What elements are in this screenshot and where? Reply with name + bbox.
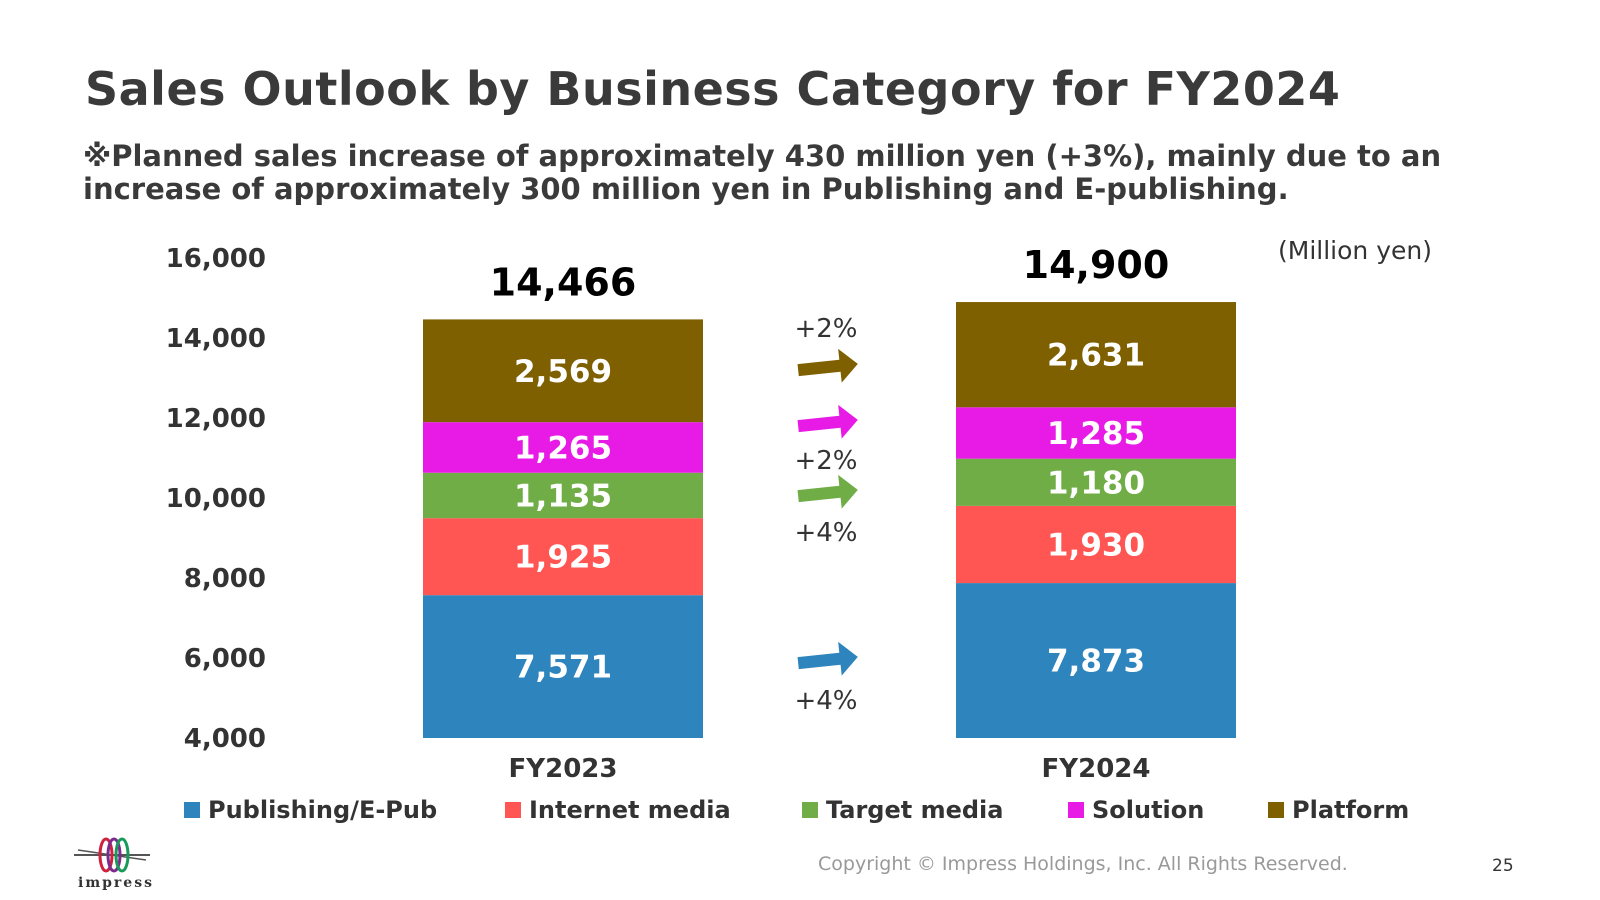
bar-value-label: 1,135 bbox=[514, 478, 612, 514]
bar-segment bbox=[956, 458, 1236, 506]
legend-swatch-platform bbox=[1268, 802, 1284, 818]
logo-mark-icon bbox=[74, 837, 150, 873]
y-tick-label: 16,000 bbox=[166, 244, 266, 274]
unit-label: (Million yen) bbox=[1278, 236, 1432, 265]
bar-value-label: 2,631 bbox=[1047, 338, 1145, 374]
growth-percent-label: +4% bbox=[794, 518, 857, 548]
legend-item-target-media: Target media bbox=[802, 796, 1003, 824]
growth-arrow-icon bbox=[797, 348, 858, 383]
legend-label-publishing: Publishing/E-Pub bbox=[208, 796, 438, 824]
bar-segment bbox=[956, 407, 1236, 459]
growth-arrow-icon bbox=[797, 404, 858, 439]
legend-label-internet-media: Internet media bbox=[529, 796, 731, 824]
page-number: 25 bbox=[1492, 856, 1514, 876]
bar-value-label: 2,569 bbox=[514, 354, 612, 390]
growth-percent-label: +2% bbox=[794, 314, 857, 344]
legend-swatch-solution bbox=[1068, 802, 1084, 818]
legend-item-platform: Platform bbox=[1268, 796, 1409, 824]
bar-segment bbox=[423, 518, 703, 596]
chart-legend: Publishing/E-Pub Internet media Target m… bbox=[0, 796, 1600, 830]
legend-swatch-target-media bbox=[802, 802, 818, 818]
bar-value-label: 1,285 bbox=[1047, 416, 1145, 452]
legend-label-target-media: Target media bbox=[826, 796, 1004, 824]
bar-value-label: 7,571 bbox=[514, 650, 612, 686]
bar-value-label: 7,873 bbox=[1047, 644, 1145, 680]
bar-segment bbox=[423, 472, 703, 519]
growth-percent-label: +2% bbox=[794, 446, 857, 476]
stacked-bar-chart: 4,000 6,000 8,000 10,000 12,000 14,000 16,000 7… bbox=[166, 243, 1236, 784]
x-category-label: FY2024 bbox=[1042, 754, 1151, 784]
page-title: Sales Outlook by Business Category for F… bbox=[85, 62, 1341, 116]
legend-item-solution: Solution bbox=[1068, 796, 1204, 824]
y-tick-label: 4,000 bbox=[184, 724, 266, 754]
copyright-text: Copyright © Impress Holdings, Inc. All R… bbox=[818, 853, 1348, 875]
growth-arrow-icon bbox=[797, 641, 858, 676]
logo-text: impress bbox=[78, 875, 154, 891]
y-tick-label: 8,000 bbox=[184, 564, 266, 594]
legend-swatch-internet-media bbox=[505, 802, 521, 818]
company-logo: impress bbox=[72, 835, 162, 895]
legend-swatch-publishing bbox=[184, 802, 200, 818]
bar-segment bbox=[423, 319, 703, 423]
y-tick-label: 6,000 bbox=[184, 644, 266, 674]
y-tick-label: 10,000 bbox=[166, 484, 266, 514]
bar-total-label: 14,466 bbox=[490, 260, 637, 304]
bar-segment bbox=[956, 583, 1236, 738]
page-subtitle: ※Planned sales increase of approximately… bbox=[83, 139, 1442, 206]
bar-segment bbox=[423, 595, 703, 738]
bar-total-label: 14,900 bbox=[1023, 243, 1170, 287]
y-tick-label: 14,000 bbox=[166, 324, 266, 354]
bar-segment bbox=[956, 505, 1236, 584]
bar-value-label: 1,180 bbox=[1047, 465, 1145, 501]
legend-label-platform: Platform bbox=[1292, 796, 1410, 824]
growth-percent-label: +4% bbox=[794, 686, 857, 716]
legend-item-internet-media: Internet media bbox=[505, 796, 731, 824]
bar-segment bbox=[423, 422, 703, 473]
growth-arrow-icon bbox=[797, 474, 858, 509]
legend-label-solution: Solution bbox=[1092, 796, 1205, 824]
bar-value-label: 1,930 bbox=[1047, 527, 1145, 563]
bar-value-label: 1,925 bbox=[514, 540, 612, 576]
legend-item-publishing: Publishing/E-Pub bbox=[184, 796, 437, 824]
y-tick-label: 12,000 bbox=[166, 404, 266, 434]
bar-segment bbox=[956, 302, 1236, 408]
bar-value-label: 1,265 bbox=[514, 430, 612, 466]
x-category-label: FY2023 bbox=[509, 754, 618, 784]
